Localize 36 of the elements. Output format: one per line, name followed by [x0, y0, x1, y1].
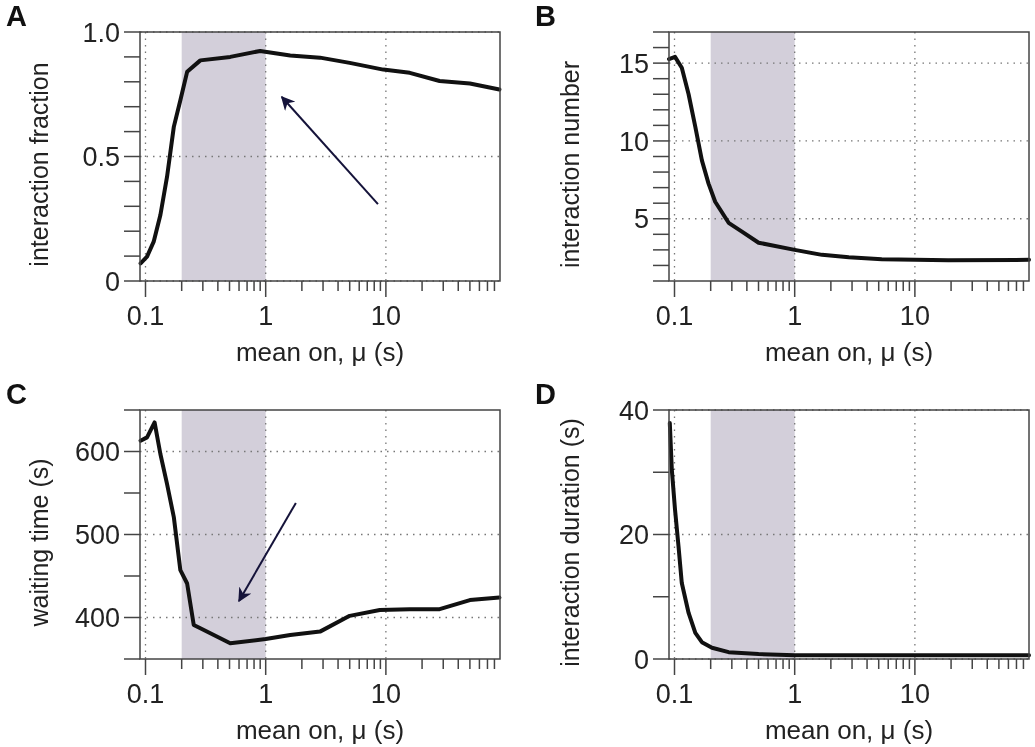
- y-tick-label: 5: [633, 204, 649, 235]
- x-axis-title: mean on, μ (s): [764, 715, 934, 745]
- x-tick-label: 10: [370, 679, 401, 709]
- x-tick-label: 1: [258, 301, 274, 331]
- y-tick-label: 600: [74, 437, 120, 468]
- x-tick-label: 1: [258, 679, 274, 709]
- y-tick-label: 1.0: [82, 17, 120, 48]
- y-axis-title: waiting time (s): [25, 458, 53, 628]
- x-tick-label: 10: [899, 679, 930, 709]
- y-axis-title: interaction fraction: [25, 62, 53, 267]
- x-tick-label: 0.1: [655, 301, 694, 331]
- chart-title: C: [6, 378, 27, 410]
- x-axis-title: mean on, μ (s): [235, 715, 405, 745]
- y-axis-title: interaction duration (s): [556, 418, 584, 667]
- x-tick-label: 1: [787, 679, 803, 709]
- y-tick-label: 400: [74, 603, 120, 634]
- y-tick-label: 40: [618, 395, 649, 426]
- x-tick-label: 10: [899, 301, 930, 331]
- chart-title: B: [535, 0, 556, 32]
- chart-title: D: [535, 378, 556, 410]
- y-tick-label: 0.5: [82, 142, 120, 173]
- y-tick-label: 20: [618, 520, 649, 551]
- y-tick-label: 500: [74, 520, 120, 551]
- x-tick-label: 0.1: [126, 679, 165, 709]
- x-tick-label: 10: [370, 301, 401, 331]
- x-axis-title: mean on, μ (s): [235, 337, 405, 367]
- y-tick-label: 10: [618, 126, 649, 157]
- y-tick-label: 0: [104, 266, 120, 297]
- y-tick-label: 0: [633, 644, 649, 675]
- y-tick-label: 15: [618, 48, 649, 79]
- x-axis-title: mean on, μ (s): [764, 337, 934, 367]
- chart-title: A: [6, 0, 27, 32]
- x-tick-label: 0.1: [126, 301, 165, 331]
- y-axis-title: interaction number: [556, 60, 584, 269]
- x-tick-label: 0.1: [655, 679, 694, 709]
- x-tick-label: 1: [787, 301, 803, 331]
